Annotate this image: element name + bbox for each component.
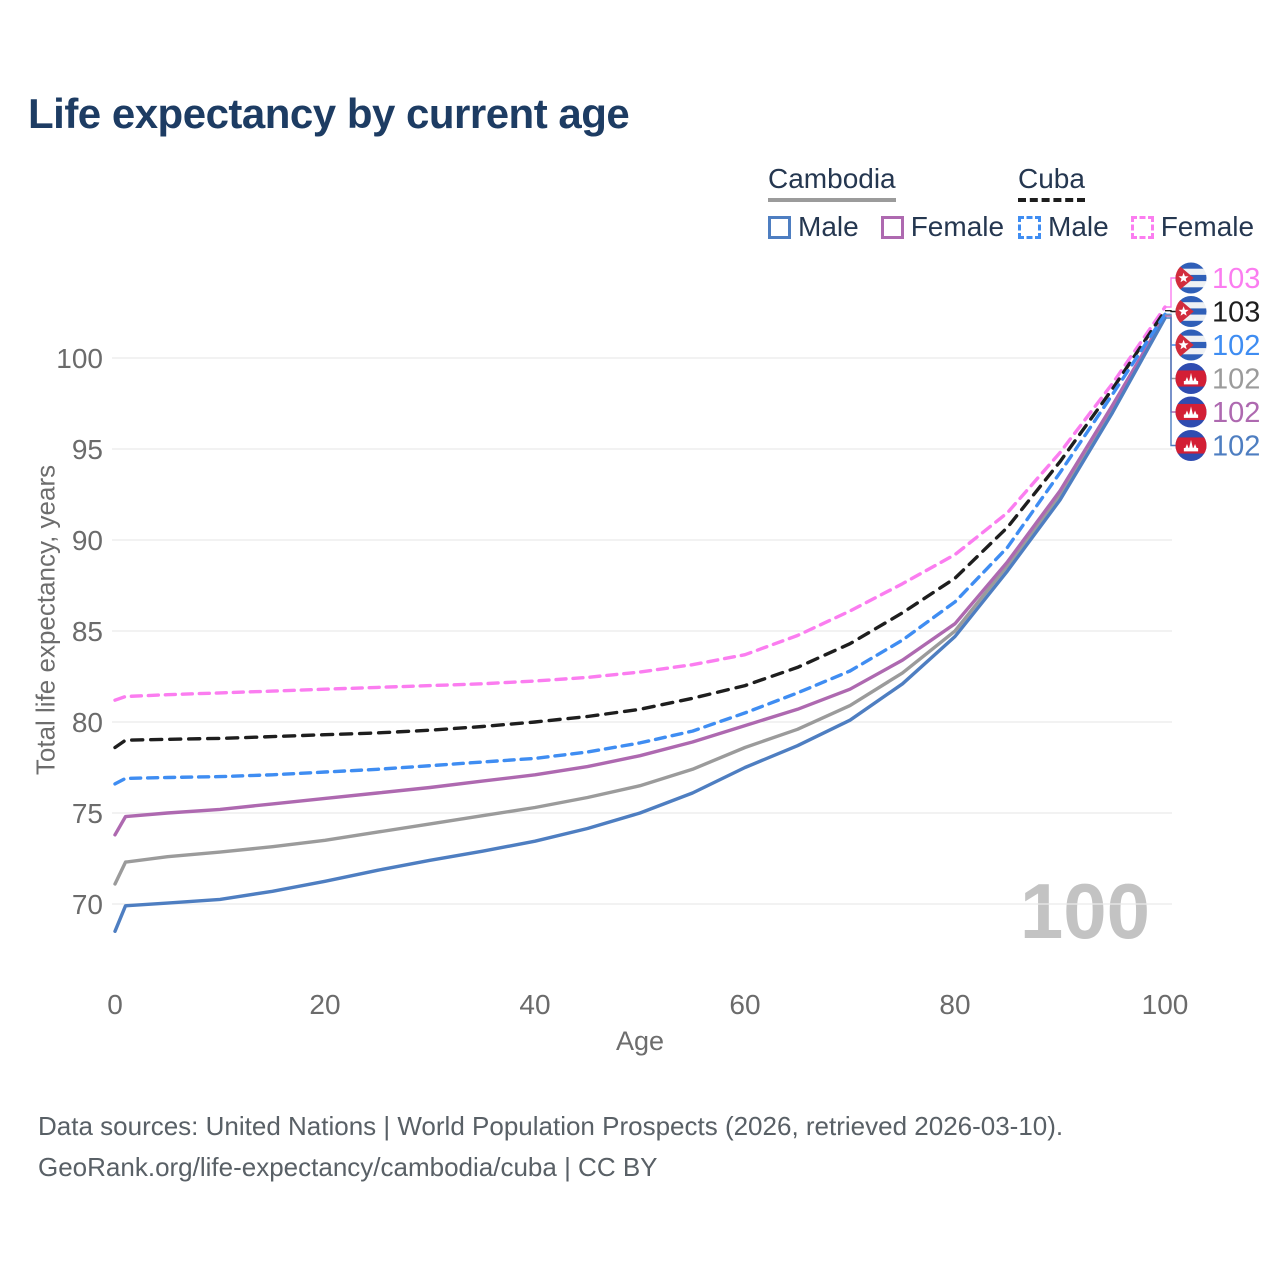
cuba-flag-icon bbox=[1175, 262, 1207, 294]
legend-group-cuba: Cuba Male Female bbox=[1018, 163, 1254, 243]
cuba-flag-icon bbox=[1175, 296, 1207, 327]
x-tick-label: 60 bbox=[729, 989, 760, 1020]
end-value-label: 102 bbox=[1212, 364, 1260, 396]
cuba-flag-icon bbox=[1175, 329, 1207, 361]
legend-item-label: Male bbox=[798, 211, 859, 242]
legend-item-label: Female bbox=[1160, 211, 1255, 242]
leader-line bbox=[1165, 277, 1176, 308]
x-tick-label: 0 bbox=[107, 989, 123, 1020]
y-tick-label: 100 bbox=[56, 343, 103, 374]
legend-item-label: Female bbox=[910, 211, 1005, 242]
end-value-label: 103 bbox=[1212, 263, 1260, 295]
x-axis-title: Age bbox=[615, 1026, 665, 1056]
legend-item-cuba-female[interactable]: Female bbox=[1130, 211, 1255, 243]
end-value-label: 102 bbox=[1212, 397, 1260, 429]
attribution-line: GeoRank.org/life-expectancy/cambodia/cub… bbox=[38, 1152, 658, 1183]
end-value-label: 102 bbox=[1212, 431, 1260, 463]
line-cambodia-male[interactable] bbox=[113, 316, 1167, 933]
legend-item-cambodia-female[interactable]: Female bbox=[880, 211, 1005, 243]
y-tick-label: 95 bbox=[72, 434, 103, 465]
legend-item-cambodia-male[interactable]: Male bbox=[768, 211, 859, 243]
line-cambodia-both[interactable] bbox=[113, 313, 1167, 886]
data-source-line: Data sources: United Nations | World Pop… bbox=[38, 1111, 1064, 1141]
cuba-female-swatch-icon bbox=[1130, 215, 1154, 239]
line-cuba-both[interactable] bbox=[113, 309, 1167, 750]
y-tick-label: 80 bbox=[72, 707, 103, 738]
cambodia-flag-icon bbox=[1175, 363, 1207, 394]
legend-group-title-cuba: Cuba bbox=[1018, 163, 1085, 202]
legend-item-label: Male bbox=[1048, 211, 1109, 242]
y-tick-label: 85 bbox=[72, 616, 103, 647]
end-value-label: 103 bbox=[1212, 297, 1260, 329]
line-cambodia-female[interactable] bbox=[113, 314, 1167, 837]
legend-group-cambodia: Cambodia Male Female bbox=[768, 163, 1004, 243]
cambodia-flag-icon bbox=[1175, 396, 1207, 428]
y-axis-title: Total life expectancy, years bbox=[30, 464, 61, 776]
x-tick-label: 40 bbox=[519, 989, 550, 1020]
y-tick-label: 75 bbox=[72, 798, 103, 829]
x-tick-label: 80 bbox=[939, 989, 970, 1020]
legend-item-cuba-male[interactable]: Male bbox=[1018, 211, 1109, 243]
cambodia-flag-icon bbox=[1175, 430, 1207, 461]
x-tick-label: 20 bbox=[309, 989, 340, 1020]
x-tick-label: 100 bbox=[1142, 989, 1189, 1020]
y-tick-label: 90 bbox=[72, 525, 103, 556]
line-cuba-male[interactable] bbox=[113, 312, 1167, 786]
age-counter-watermark: 100 bbox=[1019, 867, 1150, 955]
cambodia-male-swatch-icon bbox=[768, 215, 791, 239]
y-tick-label: 70 bbox=[72, 889, 103, 920]
end-value-label: 102 bbox=[1212, 330, 1260, 362]
leader-line bbox=[1165, 310, 1176, 313]
cambodia-female-swatch-icon bbox=[880, 215, 904, 239]
legend-group-title-cambodia: Cambodia bbox=[768, 163, 896, 202]
leader-line bbox=[1165, 317, 1176, 447]
line-cuba-female[interactable] bbox=[113, 305, 1167, 702]
page-title: Life expectancy by current age bbox=[28, 90, 630, 137]
cuba-male-swatch-icon bbox=[1018, 215, 1041, 239]
footer: Data sources: United Nations | World Pop… bbox=[38, 1106, 1063, 1188]
